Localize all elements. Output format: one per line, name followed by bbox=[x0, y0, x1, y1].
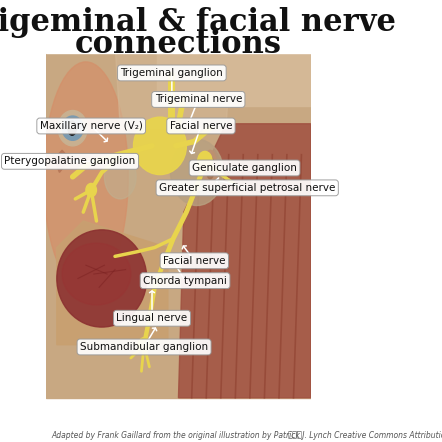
Polygon shape bbox=[157, 35, 311, 106]
Text: Facial nerve: Facial nerve bbox=[170, 121, 232, 131]
Text: Geniculate ganglion: Geniculate ganglion bbox=[192, 163, 297, 173]
Polygon shape bbox=[179, 124, 311, 398]
Ellipse shape bbox=[68, 121, 76, 135]
Text: Trigeminal nerve: Trigeminal nerve bbox=[155, 95, 242, 104]
Polygon shape bbox=[57, 221, 168, 345]
Text: Chorda tympani: Chorda tympani bbox=[143, 276, 227, 286]
Bar bbox=[46, 44, 311, 398]
Text: Trigeminal ganglion: Trigeminal ganglion bbox=[121, 68, 223, 78]
Bar bbox=[46, 0, 311, 53]
Ellipse shape bbox=[204, 150, 217, 186]
Ellipse shape bbox=[138, 338, 150, 352]
Text: Facial nerve: Facial nerve bbox=[163, 256, 225, 266]
Text: connections: connections bbox=[75, 29, 282, 60]
Ellipse shape bbox=[206, 157, 214, 179]
Ellipse shape bbox=[62, 116, 83, 140]
Text: Lingual nerve: Lingual nerve bbox=[116, 313, 187, 323]
Text: Adapted by Frank Gaillard from the original illustration by Patrick J. Lynch Cre: Adapted by Frank Gaillard from the origi… bbox=[52, 431, 442, 440]
Polygon shape bbox=[54, 150, 70, 172]
Ellipse shape bbox=[198, 151, 212, 171]
Text: ⒸⓄⒸ: ⒸⓄⒸ bbox=[288, 431, 303, 440]
Text: Maxillary nerve (V₂): Maxillary nerve (V₂) bbox=[40, 121, 143, 131]
Text: Trigeminal & facial nerve: Trigeminal & facial nerve bbox=[0, 7, 396, 38]
Ellipse shape bbox=[62, 243, 131, 305]
Ellipse shape bbox=[69, 124, 72, 127]
Ellipse shape bbox=[133, 117, 187, 175]
Ellipse shape bbox=[86, 183, 96, 197]
Ellipse shape bbox=[171, 139, 223, 206]
Ellipse shape bbox=[57, 230, 147, 327]
Ellipse shape bbox=[58, 110, 87, 146]
Text: Pterygopalatine ganglion: Pterygopalatine ganglion bbox=[4, 156, 136, 166]
Ellipse shape bbox=[44, 62, 128, 292]
Ellipse shape bbox=[104, 155, 136, 199]
Text: Greater superficial petrosal nerve: Greater superficial petrosal nerve bbox=[159, 183, 335, 193]
Polygon shape bbox=[115, 44, 231, 128]
Text: Submandibular ganglion: Submandibular ganglion bbox=[80, 342, 208, 352]
